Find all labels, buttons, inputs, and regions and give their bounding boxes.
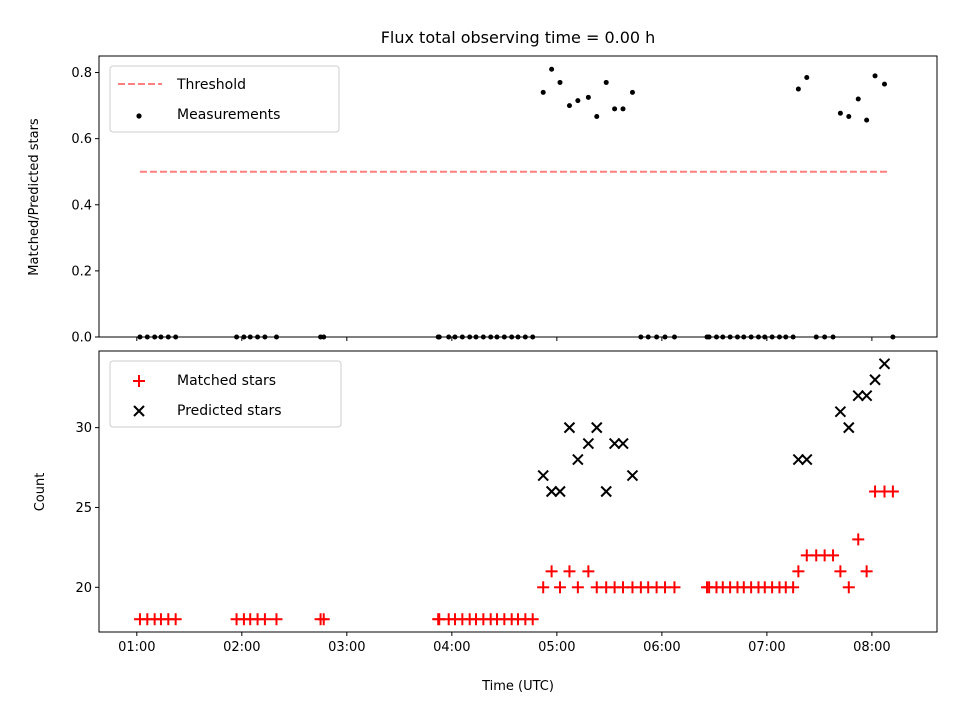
count-axes: 01:00 02:00 03:00 04:00 05:00 06:00 07:00 08:00… xyxy=(75,421,890,655)
measurement-point xyxy=(872,73,878,79)
predicted-star-point xyxy=(572,453,584,466)
measurement-point xyxy=(566,103,572,109)
measurement-point xyxy=(846,113,852,119)
x-tick-label: 07:00 xyxy=(748,640,785,655)
measurement-point xyxy=(855,96,861,102)
matched-star-point xyxy=(827,549,840,562)
legend-threshold-label: Threshold xyxy=(176,77,246,93)
y-tick-label: 0.6 xyxy=(71,132,92,147)
predicted-star-point xyxy=(792,453,805,466)
matched-star-point xyxy=(582,565,595,578)
matched-star-point xyxy=(834,565,847,578)
matched-star-point xyxy=(842,581,855,594)
legend-predicted-label: Predicted stars xyxy=(177,403,282,419)
matched-star-point xyxy=(526,613,539,626)
measurement-point xyxy=(612,106,618,112)
matched-star-point xyxy=(792,565,805,578)
measurement-point xyxy=(804,74,810,80)
x-tick-label: 08:00 xyxy=(853,640,890,655)
measurement-point xyxy=(549,66,555,72)
ratio-panel: 0.00.20.40.60.8 Matched/Predicted stars … xyxy=(27,55,938,346)
ratio-legend-box xyxy=(109,65,340,133)
predicted-star-point xyxy=(563,421,576,434)
predicted-star-point xyxy=(834,405,847,418)
ratio-y-axis-label: Matched/Predicted stars xyxy=(27,118,42,276)
y-tick-label: 0.2 xyxy=(71,264,92,279)
count-panel-frame xyxy=(98,350,938,633)
y-tick-label: 0.0 xyxy=(71,331,92,346)
predicted-star-point xyxy=(860,389,873,402)
y-tick-label: 0.8 xyxy=(71,66,92,81)
matched-star-point xyxy=(554,581,567,594)
measurement-point xyxy=(557,79,563,85)
measurement-point xyxy=(620,106,626,112)
ratio-legend: Threshold Measurements xyxy=(109,65,340,133)
y-tick-label: 30 xyxy=(75,421,92,436)
predicted-star-point xyxy=(852,389,864,402)
measurement-point xyxy=(837,110,843,116)
predicted-star-point xyxy=(591,421,603,434)
x-tick-label: 01:00 xyxy=(118,640,155,655)
predicted-star-point xyxy=(608,437,621,450)
x-tick-label: 03:00 xyxy=(328,640,365,655)
matched-star-point xyxy=(270,613,283,626)
matched-star-point xyxy=(852,533,865,546)
ratio-panel-frame xyxy=(98,55,938,338)
y-tick-label: 20 xyxy=(75,581,92,596)
matched-star-point xyxy=(563,565,576,578)
measurement-point xyxy=(603,79,609,85)
predicted-star-point xyxy=(582,437,595,450)
matched-star-point xyxy=(537,581,550,594)
matched-star-point xyxy=(258,613,271,626)
legend-measurements-label: Measurements xyxy=(177,107,280,123)
y-tick-label: 25 xyxy=(75,501,92,516)
measurement-point xyxy=(594,113,600,119)
count-legend: Matched stars Predicted stars xyxy=(109,360,342,428)
predicted-star-point xyxy=(801,453,813,466)
measurement-point xyxy=(585,94,591,100)
x-tick-label: 05:00 xyxy=(538,640,575,655)
x-tick-label: 04:00 xyxy=(433,640,470,655)
measurement-point xyxy=(864,117,870,123)
matched-star-point xyxy=(886,485,899,498)
matched-star-point xyxy=(668,581,681,594)
predicted-star-point xyxy=(537,469,549,482)
predicted-star-point xyxy=(617,437,629,450)
measurement-point xyxy=(629,89,635,95)
count-panel: 01:00 02:00 03:00 04:00 05:00 06:00 07:00 08:00… xyxy=(33,350,938,694)
measurement-point xyxy=(795,86,801,92)
predicted-star-point xyxy=(626,469,639,482)
count-y-axis-label: Count xyxy=(33,473,48,512)
legend-measurements-swatch xyxy=(136,113,142,119)
matched-star-point xyxy=(571,581,584,594)
ratio-axes: 0.0 0.2 0.4 0.6 0.8 xyxy=(71,66,873,346)
x-axis-label: Time (UTC) xyxy=(481,679,554,694)
legend-predicted-swatch xyxy=(133,405,145,417)
legend-matched-label: Matched stars xyxy=(177,373,276,389)
x-tick-label: 06:00 xyxy=(643,640,680,655)
matched-star-point xyxy=(787,581,800,594)
predicted-star-point xyxy=(869,374,881,386)
count-marks xyxy=(133,358,899,626)
matched-star-point xyxy=(860,565,873,578)
measurement-point xyxy=(540,89,546,95)
predicted-star-point xyxy=(554,485,566,498)
legend-matched-swatch xyxy=(133,375,145,387)
matched-star-point xyxy=(317,613,330,626)
measurement-point xyxy=(575,98,581,104)
predicted-star-point xyxy=(843,421,855,434)
x-tick-label: 02:00 xyxy=(223,640,260,655)
matched-star-point xyxy=(545,565,558,578)
predicted-star-point xyxy=(600,485,612,498)
count-legend-box xyxy=(109,360,342,428)
chart-title: Flux total observing time = 0.00 h xyxy=(381,28,656,47)
predicted-star-point xyxy=(878,358,891,370)
y-tick-label: 0.4 xyxy=(71,198,92,213)
matched-star-point xyxy=(169,613,182,626)
measurement-point xyxy=(881,81,887,87)
predicted-star-point xyxy=(545,485,558,498)
